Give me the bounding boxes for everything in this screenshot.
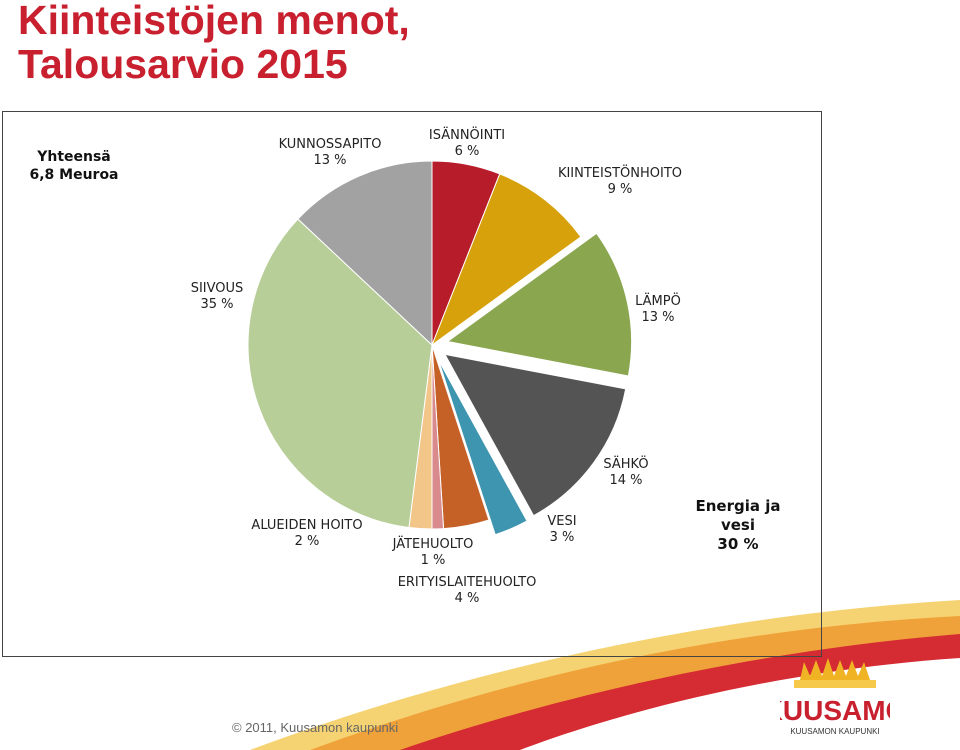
pie-slice-lämpö (446, 232, 633, 377)
slice-label-lampo: LÄMPÖ 13 % (635, 294, 681, 325)
kuusamo-logo: KUUSAMO KUUSAMON KAUPUNKI (780, 658, 890, 736)
slice-label-jatehuolto: JÄTEHUOLTO 1 % (392, 537, 474, 568)
slice-label-alueiden-hoito: ALUEIDEN HOITO 2 % (251, 518, 363, 549)
pie-slice-kunnossapito (297, 160, 433, 347)
logo-wordmark: KUUSAMO (780, 695, 890, 726)
copyright-text: © 2011, Kuusamon kaupunki (232, 720, 399, 735)
energy-water-total: Energia ja vesi 30 % (695, 497, 781, 553)
logo-subtitle: KUUSAMON KAUPUNKI (790, 727, 879, 736)
pie-slice-vesi (437, 359, 528, 536)
pie-slice-kiinteistönhoito (430, 173, 582, 347)
pie-slice-siivous (247, 218, 433, 529)
slice-label-kiinteistonhoito: KIINTEISTÖNHOITO 9 % (557, 166, 683, 197)
slice-label-erityislaitehuolto: ERITYISLAITEHUOLTO 4 % (397, 575, 537, 606)
slice-label-kunnossapito: KUNNOSSAPITO 13 % (278, 137, 382, 168)
total-label: Yhteensä 6,8 Meuroa (29, 149, 119, 183)
slice-label-isannointi: ISÄNNÖINTI 6 % (428, 128, 506, 159)
slice-label-vesi: VESI 3 % (547, 514, 577, 545)
chart-frame (2, 111, 822, 657)
slice-label-sahko: SÄHKÖ 14 % (603, 457, 649, 488)
pie-slice-sähkö (443, 353, 627, 517)
page-title: Kiinteistöjen menot, Talousarvio 2015 (18, 0, 410, 87)
slice-label-siivous: SIIVOUS 35 % (190, 281, 244, 312)
